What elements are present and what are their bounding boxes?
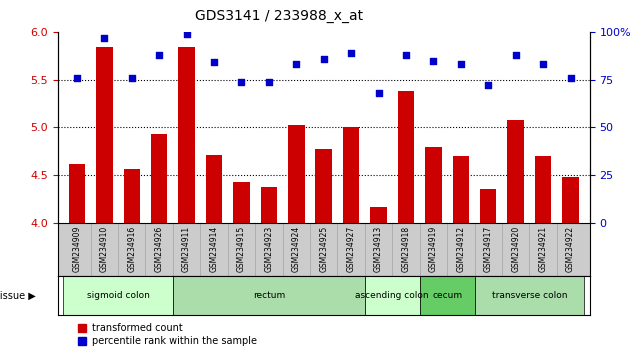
Text: cecum: cecum — [432, 291, 462, 300]
Bar — [173, 276, 365, 315]
Bar — [151, 134, 167, 223]
Text: transverse colon: transverse colon — [492, 291, 567, 300]
Text: GSM234915: GSM234915 — [237, 225, 246, 272]
Point — [510, 52, 520, 58]
Point — [263, 79, 274, 84]
Point — [181, 31, 192, 36]
Bar — [453, 156, 469, 223]
Text: GDS3141 / 233988_x_at: GDS3141 / 233988_x_at — [195, 9, 363, 23]
Text: GSM234919: GSM234919 — [429, 225, 438, 272]
Bar — [63, 276, 173, 315]
Bar — [261, 187, 277, 223]
Bar — [233, 182, 249, 223]
Text: GSM234921: GSM234921 — [538, 225, 547, 272]
Point — [346, 50, 356, 56]
Point — [401, 52, 411, 58]
Bar — [206, 155, 222, 223]
Bar — [398, 91, 414, 223]
Text: GSM234916: GSM234916 — [127, 225, 137, 272]
Bar — [365, 276, 420, 315]
Point — [428, 58, 438, 63]
Point — [291, 62, 301, 67]
Point — [209, 59, 219, 65]
Text: rectum: rectum — [253, 291, 285, 300]
Bar — [420, 276, 474, 315]
Text: sigmoid colon: sigmoid colon — [87, 291, 149, 300]
Text: GSM234925: GSM234925 — [319, 225, 328, 272]
Bar — [69, 164, 85, 223]
Point — [456, 62, 466, 67]
Bar — [508, 120, 524, 223]
Bar — [124, 169, 140, 223]
Bar — [178, 47, 195, 223]
Point — [99, 35, 110, 40]
Point — [72, 75, 82, 81]
Text: GSM234913: GSM234913 — [374, 225, 383, 272]
Text: GSM234911: GSM234911 — [182, 225, 191, 272]
Text: GSM234926: GSM234926 — [154, 225, 163, 272]
Text: GSM234927: GSM234927 — [347, 225, 356, 272]
Bar — [474, 276, 584, 315]
Point — [319, 56, 329, 62]
Text: ascending colon: ascending colon — [356, 291, 429, 300]
Bar — [370, 207, 387, 223]
Text: GSM234920: GSM234920 — [511, 225, 520, 272]
Bar — [96, 47, 113, 223]
Legend: transformed count, percentile rank within the sample: transformed count, percentile rank withi… — [73, 320, 260, 350]
Point — [154, 52, 164, 58]
Bar — [425, 147, 442, 223]
Bar — [480, 189, 497, 223]
Bar — [343, 127, 360, 223]
Text: GSM234914: GSM234914 — [210, 225, 219, 272]
Text: GSM234924: GSM234924 — [292, 225, 301, 272]
Point — [565, 75, 576, 81]
Point — [127, 75, 137, 81]
Point — [237, 79, 247, 84]
Text: GSM234909: GSM234909 — [72, 225, 81, 272]
Text: GSM234923: GSM234923 — [264, 225, 273, 272]
Point — [538, 62, 548, 67]
Bar — [535, 156, 551, 223]
Bar — [288, 125, 304, 223]
Text: GSM234910: GSM234910 — [100, 225, 109, 272]
Text: GSM234922: GSM234922 — [566, 225, 575, 272]
Text: GSM234917: GSM234917 — [484, 225, 493, 272]
Text: tissue ▶: tissue ▶ — [0, 291, 36, 301]
Point — [483, 82, 494, 88]
Point — [374, 90, 384, 96]
Bar — [562, 177, 579, 223]
Text: GSM234918: GSM234918 — [401, 225, 410, 272]
Bar — [315, 149, 332, 223]
Text: GSM234912: GSM234912 — [456, 225, 465, 272]
